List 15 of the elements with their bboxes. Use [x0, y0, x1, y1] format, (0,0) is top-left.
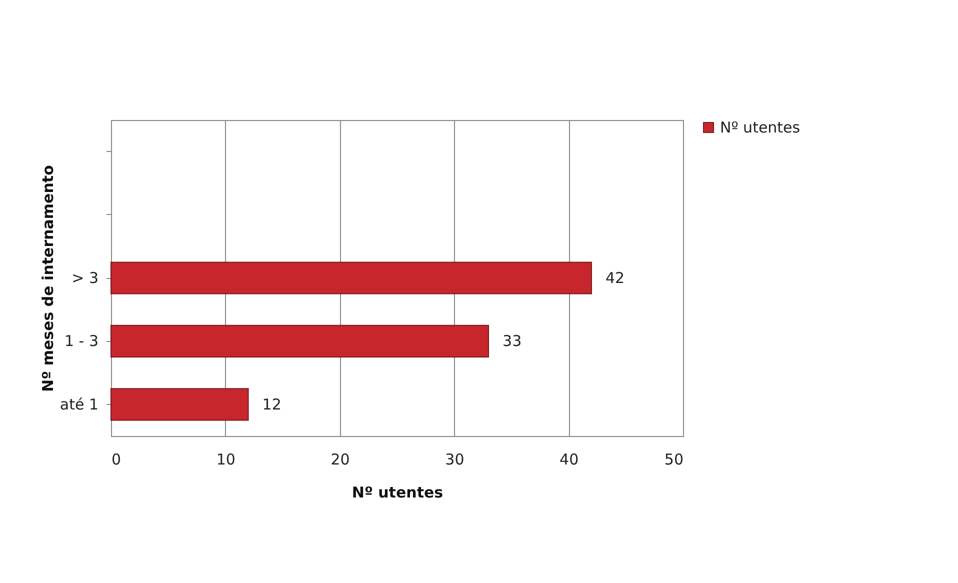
y-tick-label: 1 - 3: [64, 332, 98, 350]
x-tick-label: 40: [560, 450, 579, 468]
y-tick-label: até 1: [60, 395, 98, 414]
x-tick-label: 0: [112, 450, 122, 468]
x-tick-label: 50: [664, 450, 684, 468]
x-tick-label: 20: [330, 450, 350, 468]
data-label: 12: [262, 395, 282, 414]
x-tick-label: 10: [216, 450, 236, 468]
data-label: 33: [502, 332, 522, 350]
legend-label: Nº utentes: [720, 118, 800, 136]
x-axis-title: Nº utentes: [352, 484, 444, 502]
y-axis-title: Nº meses de internamento: [38, 165, 57, 392]
x-tick-label: 30: [445, 450, 464, 468]
data-label: 42: [605, 269, 625, 287]
y-tick-label: > 3: [72, 269, 98, 287]
